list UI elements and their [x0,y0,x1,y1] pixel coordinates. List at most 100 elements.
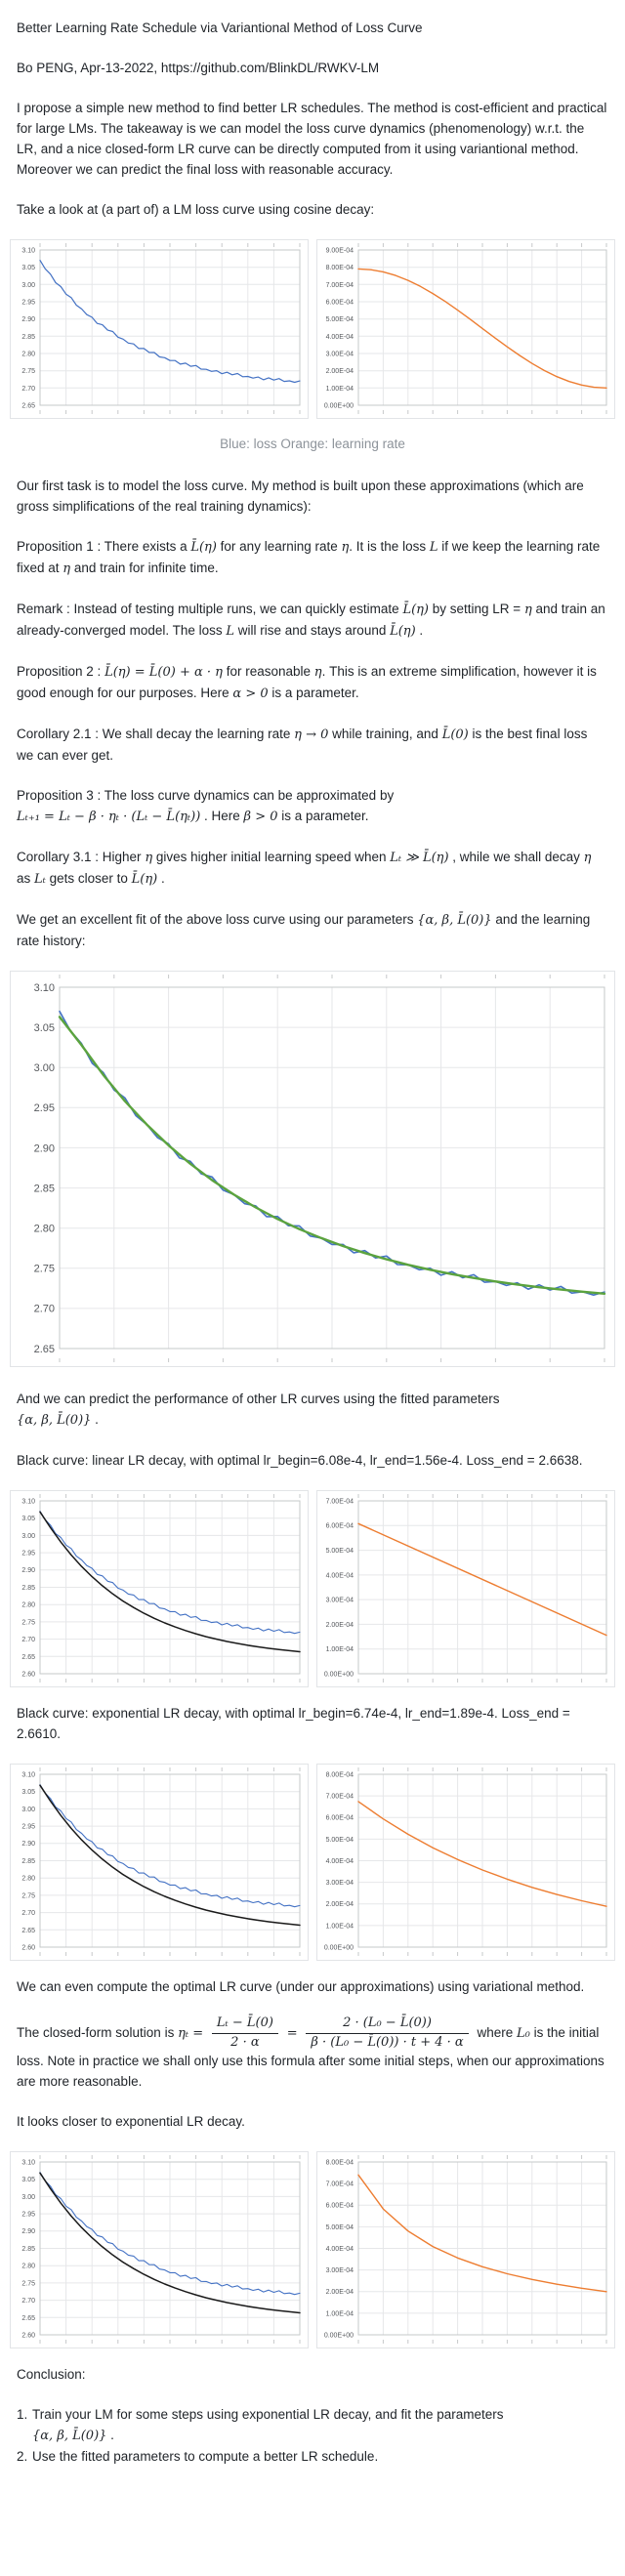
svg-text:2.75: 2.75 [21,1892,35,1899]
para-black-linear: Black curve: linear LR decay, with optim… [17,1453,583,1468]
svg-text:6.00E-04: 6.00E-04 [326,299,354,306]
svg-text:1.00E-04: 1.00E-04 [326,1923,354,1930]
conclusion-list: 1. Train your LM for some steps using ex… [17,2404,607,2467]
conclusion-item-1: 1. Train your LM for some steps using ex… [17,2406,504,2443]
svg-text:2.75: 2.75 [21,368,35,375]
svg-text:2.85: 2.85 [21,1585,35,1592]
svg-text:5.00E-04: 5.00E-04 [326,1548,354,1555]
para-excellent-fit: We get an excellent fit of the above los… [17,912,591,948]
svg-text:2.60: 2.60 [21,1944,35,1951]
svg-text:2.95: 2.95 [21,1551,35,1558]
para-remark: Remark : Instead of testing multiple run… [17,602,605,639]
svg-text:2.65: 2.65 [21,2315,35,2322]
svg-text:7.00E-04: 7.00E-04 [326,282,354,289]
svg-text:2.65: 2.65 [21,402,35,409]
closed-form-outro: where L₀ is the initial loss. Note in pr… [17,2025,604,2089]
svg-text:2.00E-04: 2.00E-04 [326,2289,354,2296]
chart-loss-optimal-predicted: 2.60 2.65 2.70 2.75 2.80 2.85 2.90 2.95 3.00 3.05… [10,2150,309,2348]
svg-text:3.05: 3.05 [34,1022,55,1034]
svg-text:2.95: 2.95 [21,2211,35,2218]
svg-text:2.85: 2.85 [21,1858,35,1865]
chart-loss-fit-big: 2.65 2.70 2.75 2.80 2.85 2.90 2.95 3.00 3.05 3.10 [10,971,615,1367]
svg-text:2.80: 2.80 [21,1602,35,1609]
svg-text:1.00E-04: 1.00E-04 [326,386,354,393]
svg-text:2.70: 2.70 [21,1910,35,1917]
svg-text:2.00E-04: 2.00E-04 [326,368,354,375]
svg-text:6.00E-04: 6.00E-04 [326,1523,354,1530]
svg-text:2.80: 2.80 [21,1876,35,1883]
svg-text:2.00E-04: 2.00E-04 [326,1622,354,1629]
svg-text:7.00E-04: 7.00E-04 [326,1498,354,1505]
para-compute-optimal: We can even compute the optimal LR curve… [17,1979,585,1994]
chart-row-exponential: 2.60 2.65 2.70 2.75 2.80 2.85 2.90 2.95 3.00 3.05… [10,1764,615,1961]
svg-text:2.95: 2.95 [21,1824,35,1831]
svg-text:2.80: 2.80 [34,1224,55,1235]
svg-text:3.00E-04: 3.00E-04 [326,352,354,358]
svg-text:3.10: 3.10 [21,247,35,254]
para-proposition-2: Proposition 2 : L̄(η) = L̄(0) + α · η fo… [17,664,597,701]
closed-form-equals: = [286,2026,298,2041]
svg-text:4.00E-04: 4.00E-04 [326,1572,354,1579]
svg-text:3.00: 3.00 [21,1807,35,1813]
svg-text:7.00E-04: 7.00E-04 [326,1794,354,1801]
chart-lr-linear: 0.00E+00 1.00E-04 2.00E-04 3.00E-04 4.00E-04… [316,1490,615,1687]
svg-text:2.80: 2.80 [21,352,35,358]
svg-text:3.00: 3.00 [21,1533,35,1540]
chart-loss-exponential-predicted: 2.60 2.65 2.70 2.75 2.80 2.85 2.90 2.95 3.00 3.05… [10,1764,309,1961]
svg-text:3.00: 3.00 [34,1062,55,1074]
svg-text:2.90: 2.90 [21,2228,35,2235]
chart-loss-cosine: 2.65 2.70 2.75 2.80 2.85 2.90 2.95 3.00 3.05 3.10 [10,239,309,419]
chart-caption: Blue: loss Orange: learning rate [220,436,405,451]
svg-text:2.95: 2.95 [34,1102,55,1114]
svg-text:2.75: 2.75 [21,1619,35,1626]
svg-text:7.00E-04: 7.00E-04 [326,2181,354,2187]
svg-text:0.00E+00: 0.00E+00 [324,2332,354,2339]
svg-text:8.00E-04: 8.00E-04 [326,1771,354,1778]
byline: Bo PENG, Apr-13-2022, https://github.com… [17,61,380,75]
svg-text:3.05: 3.05 [21,2177,35,2183]
svg-text:2.95: 2.95 [21,299,35,306]
page-title: Better Learning Rate Schedule via Varian… [17,21,423,35]
svg-text:4.00E-04: 4.00E-04 [326,1858,354,1865]
para-corollary-3-1: Corollary 3.1 : Higher η gives higher in… [17,850,592,887]
closed-form-intro: The closed-form solution is [17,2025,179,2040]
chart-lr-exponential: 0.00E+00 1.00E-04 2.00E-04 3.00E-04 4.00E-04… [316,1764,615,1961]
svg-text:2.75: 2.75 [34,1264,55,1275]
svg-text:5.00E-04: 5.00E-04 [326,1837,354,1844]
svg-text:2.70: 2.70 [21,2298,35,2305]
svg-text:2.70: 2.70 [34,1304,55,1315]
svg-text:1.00E-04: 1.00E-04 [326,2310,354,2317]
svg-text:2.80: 2.80 [21,2263,35,2269]
svg-text:2.65: 2.65 [34,1344,55,1355]
closed-form-fraction-2: 2 · (L₀ − L̄(0)) β · (L₀ − L̄(0)) · t + … [306,2015,469,2051]
svg-text:2.70: 2.70 [21,1637,35,1643]
svg-text:3.05: 3.05 [21,1789,35,1796]
svg-text:8.00E-04: 8.00E-04 [326,265,354,271]
svg-text:2.90: 2.90 [21,1567,35,1574]
para-proposition-3: Proposition 3 : The loss curve dynamics … [17,788,395,824]
closed-form-lhs: ηₜ = [178,2026,204,2041]
svg-text:0.00E+00: 0.00E+00 [324,402,354,409]
chart-row-cosine: 2.65 2.70 2.75 2.80 2.85 2.90 2.95 3.00 3.05 3.10… [10,239,615,419]
svg-text:3.10: 3.10 [21,2159,35,2166]
svg-text:2.70: 2.70 [21,386,35,393]
para-closed-form: The closed-form solution is ηₜ = Lₜ − L̄… [17,2015,607,2092]
svg-text:2.60: 2.60 [21,2332,35,2339]
svg-text:1.00E-04: 1.00E-04 [326,1646,354,1653]
svg-text:6.00E-04: 6.00E-04 [326,1815,354,1822]
chart-lr-optimal: 0.00E+00 1.00E-04 2.00E-04 3.00E-04 4.00E-04… [316,2150,615,2348]
svg-text:2.85: 2.85 [21,2246,35,2253]
svg-text:3.05: 3.05 [21,265,35,271]
para-black-exponential: Black curve: exponential LR decay, with … [17,1706,570,1741]
svg-text:4.00E-04: 4.00E-04 [326,2246,354,2253]
svg-text:3.00E-04: 3.00E-04 [326,2267,354,2274]
svg-text:0.00E+00: 0.00E+00 [324,1944,354,1951]
svg-text:2.65: 2.65 [21,1928,35,1934]
svg-text:3.10: 3.10 [21,1498,35,1505]
svg-text:8.00E-04: 8.00E-04 [326,2159,354,2166]
para-looks-closer: It looks closer to exponential LR decay. [17,2113,245,2129]
svg-text:5.00E-04: 5.00E-04 [326,316,354,323]
chart-lr-cosine: 0.00E+00 1.00E-04 2.00E-04 3.00E-04 4.00E-04… [316,239,615,419]
svg-text:3.00: 3.00 [21,2194,35,2201]
svg-text:3.10: 3.10 [34,982,55,994]
